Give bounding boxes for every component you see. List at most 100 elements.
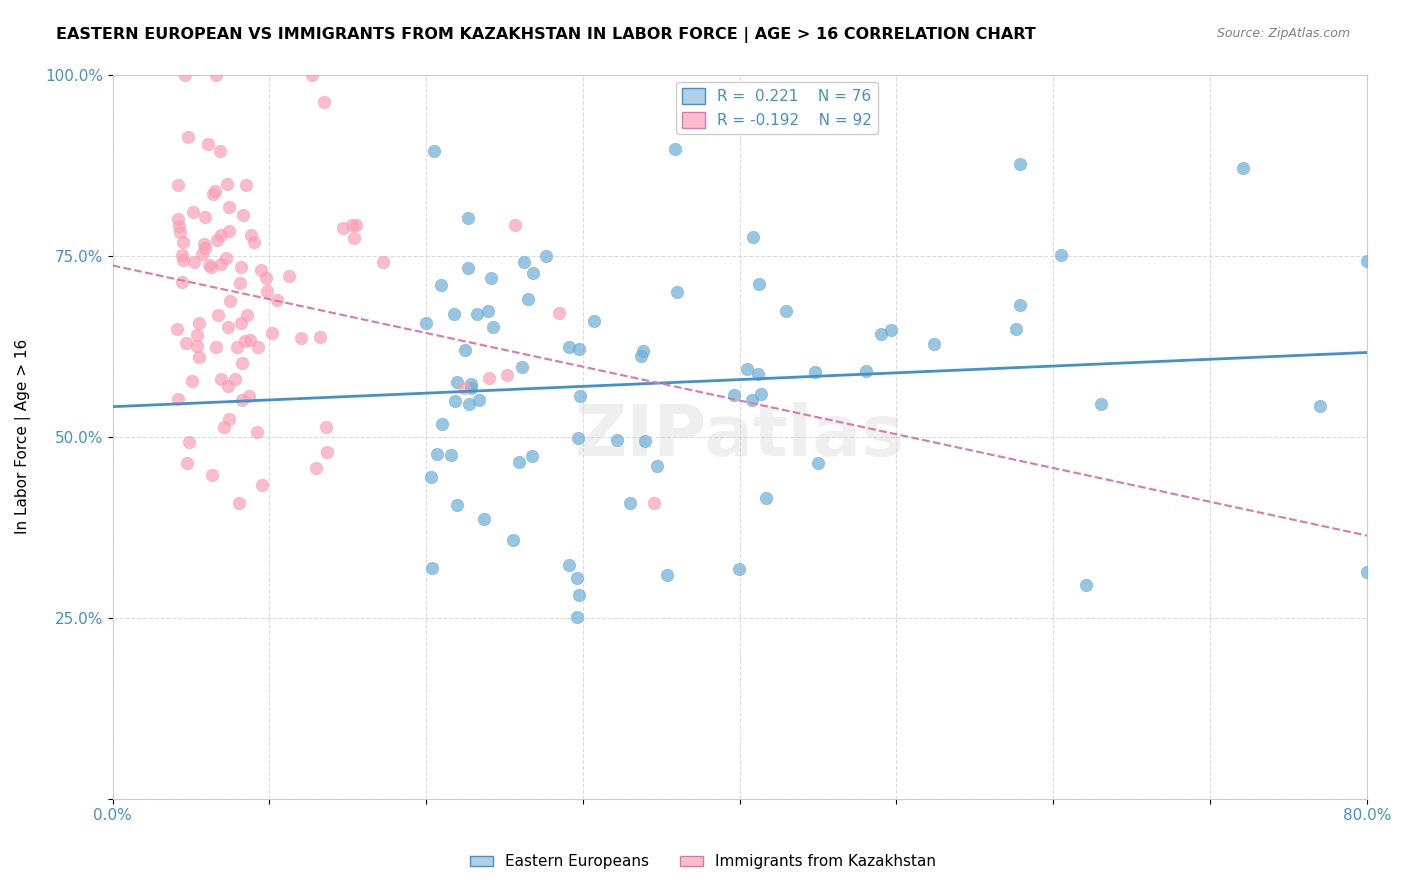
Point — [666, 285, 689, 299]
Point — [513, 255, 536, 269]
Point — [522, 266, 544, 280]
Point — [343, 231, 366, 245]
Text: ZIPatlas: ZIPatlas — [575, 402, 905, 471]
Point — [880, 323, 903, 337]
Point — [582, 313, 605, 327]
Point — [224, 372, 246, 386]
Point — [229, 260, 252, 275]
Point — [226, 340, 249, 354]
Point — [664, 142, 686, 156]
Point — [430, 417, 453, 431]
Point — [187, 316, 209, 330]
Point — [214, 420, 236, 434]
Point — [855, 363, 877, 377]
Point — [472, 511, 495, 525]
Y-axis label: In Labor Force | Age > 16: In Labor Force | Age > 16 — [15, 339, 31, 534]
Point — [205, 68, 228, 82]
Point — [172, 252, 194, 267]
Point — [246, 425, 269, 440]
Point — [440, 448, 463, 462]
Legend: Eastern Europeans, Immigrants from Kazakhstan: Eastern Europeans, Immigrants from Kazak… — [464, 848, 942, 875]
Point — [457, 397, 479, 411]
Point — [169, 226, 191, 240]
Point — [215, 177, 238, 191]
Point — [177, 434, 200, 449]
Point — [181, 375, 204, 389]
Point — [548, 306, 571, 320]
Point — [209, 257, 232, 271]
Point — [478, 371, 501, 385]
Point — [166, 392, 188, 406]
Point — [502, 533, 524, 548]
Point — [420, 561, 443, 575]
Point — [645, 458, 668, 473]
Point — [207, 308, 229, 322]
Point — [755, 491, 778, 505]
Point — [1050, 248, 1073, 262]
Point — [229, 276, 252, 290]
Point — [522, 449, 544, 463]
Point — [239, 333, 262, 347]
Point — [166, 178, 188, 192]
Point — [235, 178, 257, 192]
Point — [460, 381, 482, 395]
Point — [191, 246, 214, 260]
Point — [457, 211, 479, 225]
Point — [167, 212, 190, 227]
Point — [457, 260, 479, 275]
Point — [870, 327, 893, 342]
Point — [741, 392, 763, 407]
Point — [197, 137, 219, 152]
Point — [238, 388, 260, 402]
Point — [503, 218, 526, 232]
Point — [315, 419, 337, 434]
Point — [209, 144, 232, 158]
Point — [202, 187, 225, 202]
Point — [453, 381, 475, 395]
Point — [249, 262, 271, 277]
Point — [742, 230, 765, 244]
Point — [444, 394, 467, 409]
Point — [1355, 254, 1378, 268]
Point — [630, 349, 652, 363]
Point — [166, 322, 188, 336]
Point — [482, 320, 505, 334]
Point — [181, 204, 204, 219]
Point — [218, 200, 240, 214]
Point — [186, 327, 208, 342]
Point — [266, 293, 288, 307]
Point — [217, 320, 239, 334]
Point — [1010, 157, 1032, 171]
Point — [534, 249, 557, 263]
Point — [209, 228, 232, 243]
Point — [804, 366, 827, 380]
Point — [239, 228, 262, 243]
Point — [205, 233, 228, 247]
Point — [429, 278, 451, 293]
Point — [173, 68, 195, 82]
Point — [747, 367, 769, 381]
Point — [728, 562, 751, 576]
Point — [723, 388, 745, 402]
Point — [204, 340, 226, 354]
Point — [232, 208, 254, 222]
Point — [177, 130, 200, 145]
Point — [619, 496, 641, 510]
Point — [204, 184, 226, 198]
Point — [568, 588, 591, 602]
Point — [254, 271, 277, 285]
Point — [565, 571, 588, 585]
Point — [568, 342, 591, 356]
Point — [443, 307, 465, 321]
Point — [256, 284, 278, 298]
Text: EASTERN EUROPEAN VS IMMIGRANTS FROM KAZAKHSTAN IN LABOR FORCE | AGE > 16 CORRELA: EASTERN EUROPEAN VS IMMIGRANTS FROM KAZA… — [56, 27, 1036, 43]
Point — [516, 292, 538, 306]
Point — [194, 210, 217, 224]
Point — [277, 268, 299, 283]
Point — [465, 307, 488, 321]
Point — [467, 392, 489, 407]
Point — [217, 379, 239, 393]
Point — [169, 219, 191, 233]
Point — [233, 334, 256, 348]
Point — [218, 412, 240, 426]
